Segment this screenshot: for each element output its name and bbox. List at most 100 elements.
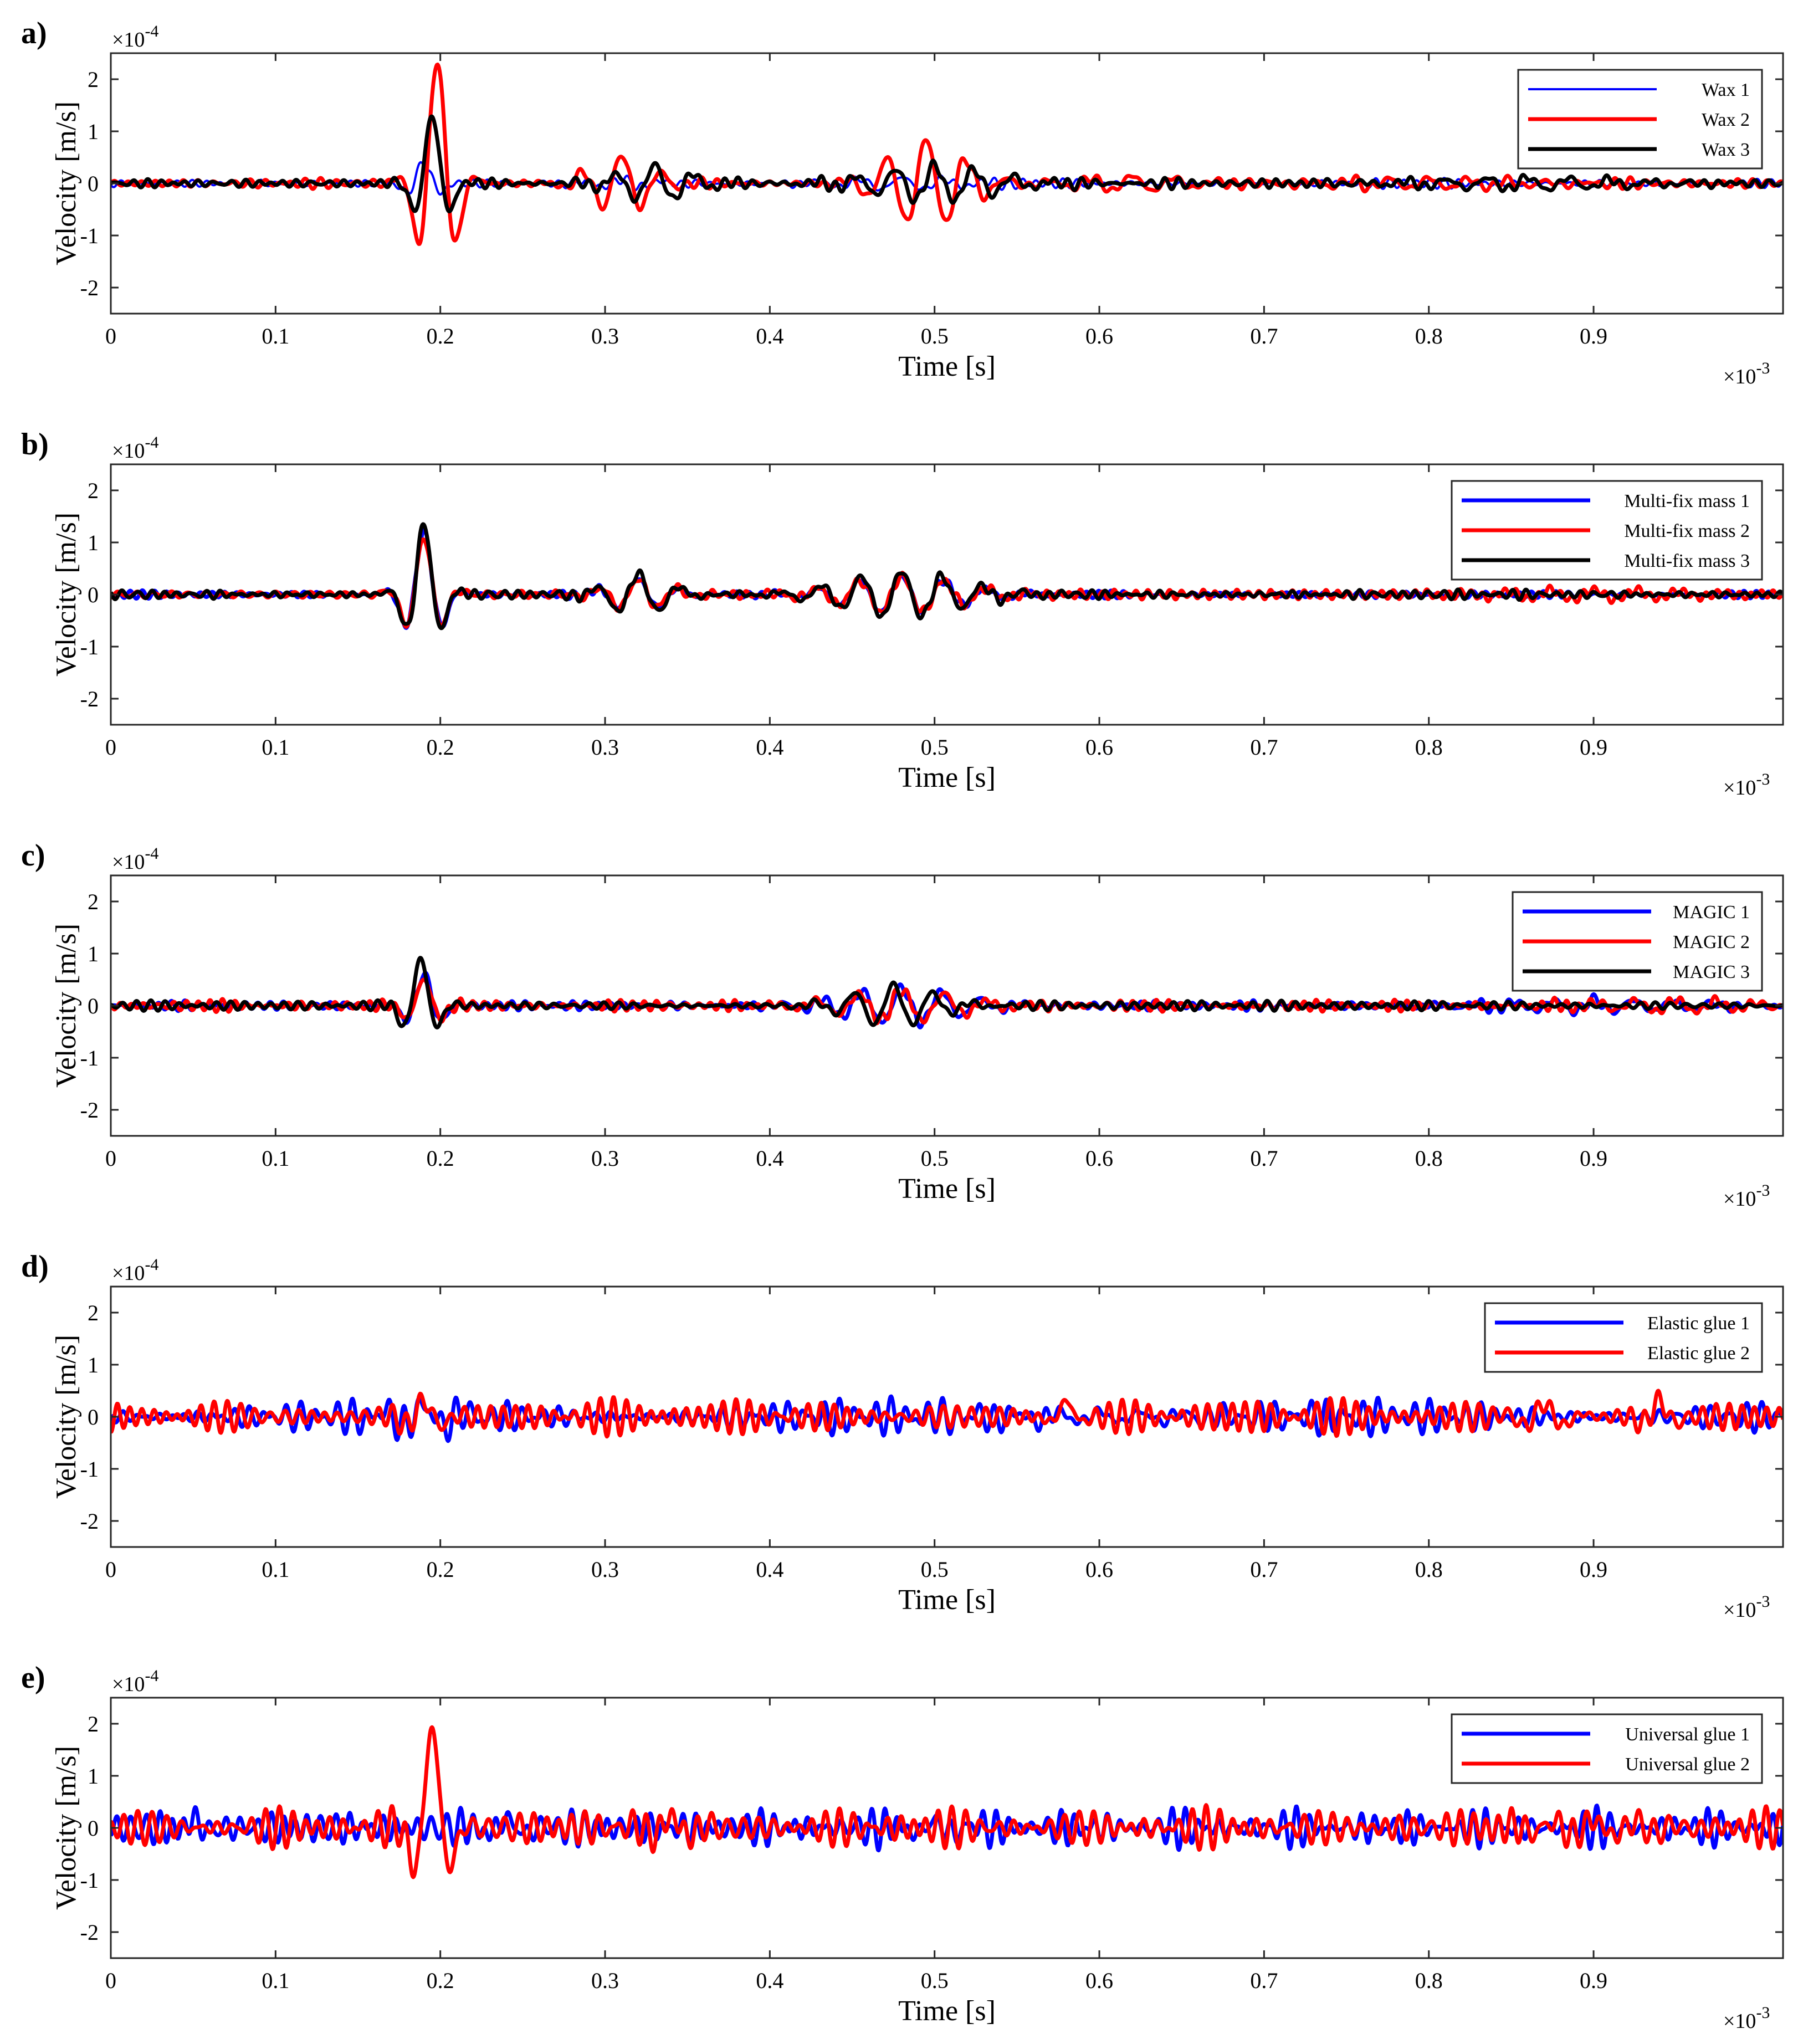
- series-line-3: [111, 522, 1783, 631]
- x-tick-label: 0.8: [1415, 324, 1443, 349]
- panel-letter: e): [21, 1661, 45, 1695]
- x-exponent-label: ×10-3: [1723, 770, 1770, 800]
- x-tick-label: 0.2: [427, 324, 454, 349]
- legend-entry: Multi-fix mass 2: [1624, 521, 1750, 541]
- x-tick-label: 0: [105, 324, 116, 349]
- y-tick-label: 1: [88, 1353, 99, 1377]
- x-tick-label: 0.1: [262, 1146, 289, 1171]
- y-axis-label: Velocity [m/s]: [50, 101, 82, 265]
- y-axis-label: Velocity [m/s]: [50, 924, 82, 1088]
- panel-b: b) 0 0.1 0.2 0.3 0.4 0.5 0.6 0.7 0.8 0.9 2 1 0 -1 -2 ×10…: [21, 427, 1784, 800]
- panel-letter: a): [21, 16, 47, 50]
- legend-entry: Multi-fix mass 3: [1624, 551, 1750, 571]
- y-axis-label: Velocity [m/s]: [50, 1335, 82, 1499]
- y-tick-label: 2: [88, 1712, 99, 1736]
- x-axis-label: Time [s]: [898, 1173, 996, 1205]
- y-tick-label: 2: [88, 1300, 99, 1325]
- panel-e: e) 0 0.1 0.2 0.3 0.4 0.5 0.6 0.7 0.8 0.9 2 1 0 -1 -2 ×10…: [21, 1661, 1784, 2033]
- x-tick-label: 0.3: [591, 1557, 619, 1582]
- legend-entry: Wax 1: [1702, 80, 1750, 100]
- series-line-2: [111, 1725, 1783, 1879]
- legend: Wax 1 Wax 2 Wax 3: [1517, 69, 1763, 170]
- legend-entry: MAGIC 1: [1673, 902, 1750, 923]
- y-tick-label: -1: [80, 1046, 99, 1070]
- legend: Multi-fix mass 1 Multi-fix mass 2 Multi-fi…: [1451, 480, 1763, 581]
- y-tick-label: 1: [88, 530, 99, 555]
- x-axis-label: Time [s]: [898, 351, 996, 382]
- panel-letter: d): [21, 1249, 49, 1284]
- series-line-2: [111, 1389, 1783, 1439]
- x-axis-label: Time [s]: [898, 762, 996, 793]
- y-tick-label: -1: [80, 634, 99, 659]
- y-exponent-label: ×10-4: [112, 844, 158, 874]
- y-tick-label: 0: [88, 171, 99, 196]
- y-tick-label: 0: [88, 1405, 99, 1430]
- x-tick-label: 0.8: [1415, 1146, 1443, 1171]
- x-tick-label: 0.3: [591, 1146, 619, 1171]
- legend: Universal glue 1 Universal glue 2: [1451, 1713, 1763, 1784]
- y-tick-label: 2: [88, 67, 99, 92]
- x-tick-label: 0.6: [1085, 324, 1113, 349]
- x-tick-label: 0.4: [756, 324, 783, 349]
- x-tick-label: 0.7: [1250, 735, 1278, 760]
- x-tick-label: 0: [105, 1968, 116, 1993]
- x-tick-label: 0: [105, 1557, 116, 1582]
- panel-letter: c): [21, 838, 45, 873]
- y-axis-label: Velocity [m/s]: [50, 513, 82, 677]
- y-tick-label: -2: [80, 1509, 99, 1534]
- y-tick-label: -1: [80, 223, 99, 248]
- y-tick-label: -2: [80, 1920, 99, 1945]
- x-tick-label: 0.1: [262, 735, 289, 760]
- series-line-3: [111, 114, 1783, 214]
- series-line-3: [111, 956, 1783, 1029]
- x-tick-label: 0.8: [1415, 1557, 1443, 1582]
- x-tick-label: 0.5: [921, 1968, 949, 1993]
- x-tick-label: 0.5: [921, 1557, 949, 1582]
- x-tick-label: 0.7: [1250, 1146, 1278, 1171]
- panel-c: c) 0 0.1 0.2 0.3 0.4 0.5 0.6 0.7 0.8 0.9 2 1 0 -1 -2 ×10…: [21, 838, 1784, 1211]
- y-tick-label: 0: [88, 582, 99, 607]
- x-tick-label: 0.9: [1580, 1557, 1607, 1582]
- x-exponent-label: ×10-3: [1723, 1181, 1770, 1211]
- y-tick-label: 1: [88, 941, 99, 966]
- x-tick-label: 0: [105, 735, 116, 760]
- y-tick-label: 0: [88, 993, 99, 1018]
- x-exponent-label: ×10-3: [1723, 1592, 1770, 1622]
- legend-entry: Universal glue 1: [1625, 1724, 1750, 1745]
- y-tick-label: 1: [88, 119, 99, 144]
- x-tick-label: 0.1: [262, 1968, 289, 1993]
- x-tick-label: 0.9: [1580, 1968, 1607, 1993]
- x-tick-label: 0.6: [1085, 1557, 1113, 1582]
- y-exponent-label: ×10-4: [112, 433, 158, 463]
- x-axis-label: Time [s]: [898, 1584, 996, 1616]
- y-tick-label: 0: [88, 1816, 99, 1841]
- x-tick-label: 0.9: [1580, 1146, 1607, 1171]
- x-tick-label: 0.4: [756, 1146, 783, 1171]
- legend-entry: Universal glue 2: [1625, 1754, 1750, 1775]
- legend-entry: MAGIC 3: [1673, 962, 1750, 982]
- y-axis-label: Velocity [m/s]: [50, 1746, 82, 1910]
- y-tick-label: -2: [80, 1098, 99, 1123]
- x-exponent-label: ×10-3: [1723, 359, 1770, 388]
- x-tick-label: 0.4: [756, 1968, 783, 1993]
- legend-entry: Wax 3: [1702, 140, 1750, 160]
- panel-a: a) 0 0.1 0.2 0.3 0.4 0.5 0.6 0.7 0.8 0.9 2 1 0 -1 -2 ×10…: [21, 16, 1784, 388]
- x-tick-label: 0.5: [921, 1146, 949, 1171]
- panel-letter: b): [21, 427, 49, 462]
- x-tick-label: 0: [105, 1146, 116, 1171]
- y-tick-label: -2: [80, 687, 99, 711]
- y-tick-label: -1: [80, 1457, 99, 1482]
- legend: Elastic glue 1 Elastic glue 2: [1484, 1302, 1763, 1373]
- x-tick-label: 0.6: [1085, 735, 1113, 760]
- legend: MAGIC 1 MAGIC 2 MAGIC 3: [1512, 891, 1763, 992]
- y-tick-label: -1: [80, 1868, 99, 1893]
- y-exponent-label: ×10-4: [112, 1256, 158, 1285]
- y-exponent-label: ×10-4: [112, 22, 158, 52]
- x-tick-label: 0.2: [427, 1146, 454, 1171]
- x-tick-label: 0.1: [262, 324, 289, 349]
- x-tick-label: 0.3: [591, 1968, 619, 1993]
- y-exponent-label: ×10-4: [112, 1667, 158, 1696]
- y-tick-label: 1: [88, 1764, 99, 1789]
- series-line-2: [111, 63, 1783, 246]
